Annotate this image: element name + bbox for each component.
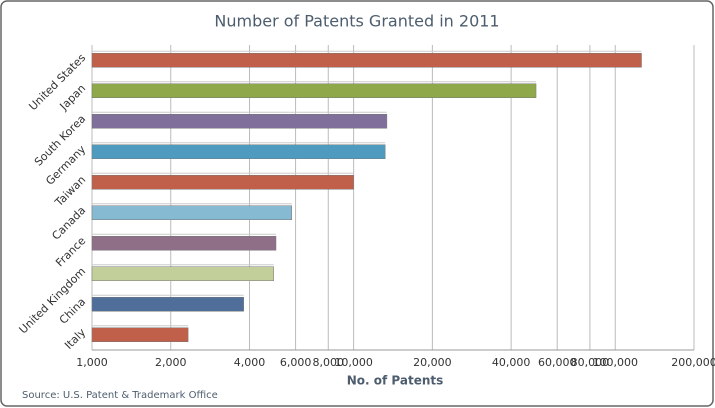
source: Source: U.S. Patent & Trademark Office <box>22 390 218 401</box>
bar <box>91 236 277 251</box>
x-tick-label: 2,000 <box>155 356 187 369</box>
bar <box>91 83 537 98</box>
x-tick-label: 1,000 <box>76 356 108 369</box>
chart-title: Number of Patents Granted in 2011 <box>214 12 499 31</box>
x-tick-label: 40,000 <box>492 356 531 369</box>
bar <box>91 327 189 342</box>
x-tick-label: 4,000 <box>234 356 266 369</box>
x-axis-title: No. of Patents <box>347 374 444 388</box>
bar <box>91 297 244 312</box>
bar <box>91 266 274 281</box>
x-tick-label: 8,000 <box>313 356 345 369</box>
bar <box>91 144 386 159</box>
x-tick-label: 80,000 <box>571 356 610 369</box>
bar <box>91 205 292 220</box>
x-tick-label: 10,000 <box>334 356 373 369</box>
bar <box>91 114 388 129</box>
x-tick-label: 20,000 <box>413 356 452 369</box>
x-tick-label: 200,000 <box>671 356 715 369</box>
bar <box>91 53 642 68</box>
bar <box>91 175 354 190</box>
x-tick-label: 60,000 <box>538 356 577 369</box>
x-tick-label: 6,000 <box>280 356 312 369</box>
x-tick-label: 100,000 <box>592 356 638 369</box>
